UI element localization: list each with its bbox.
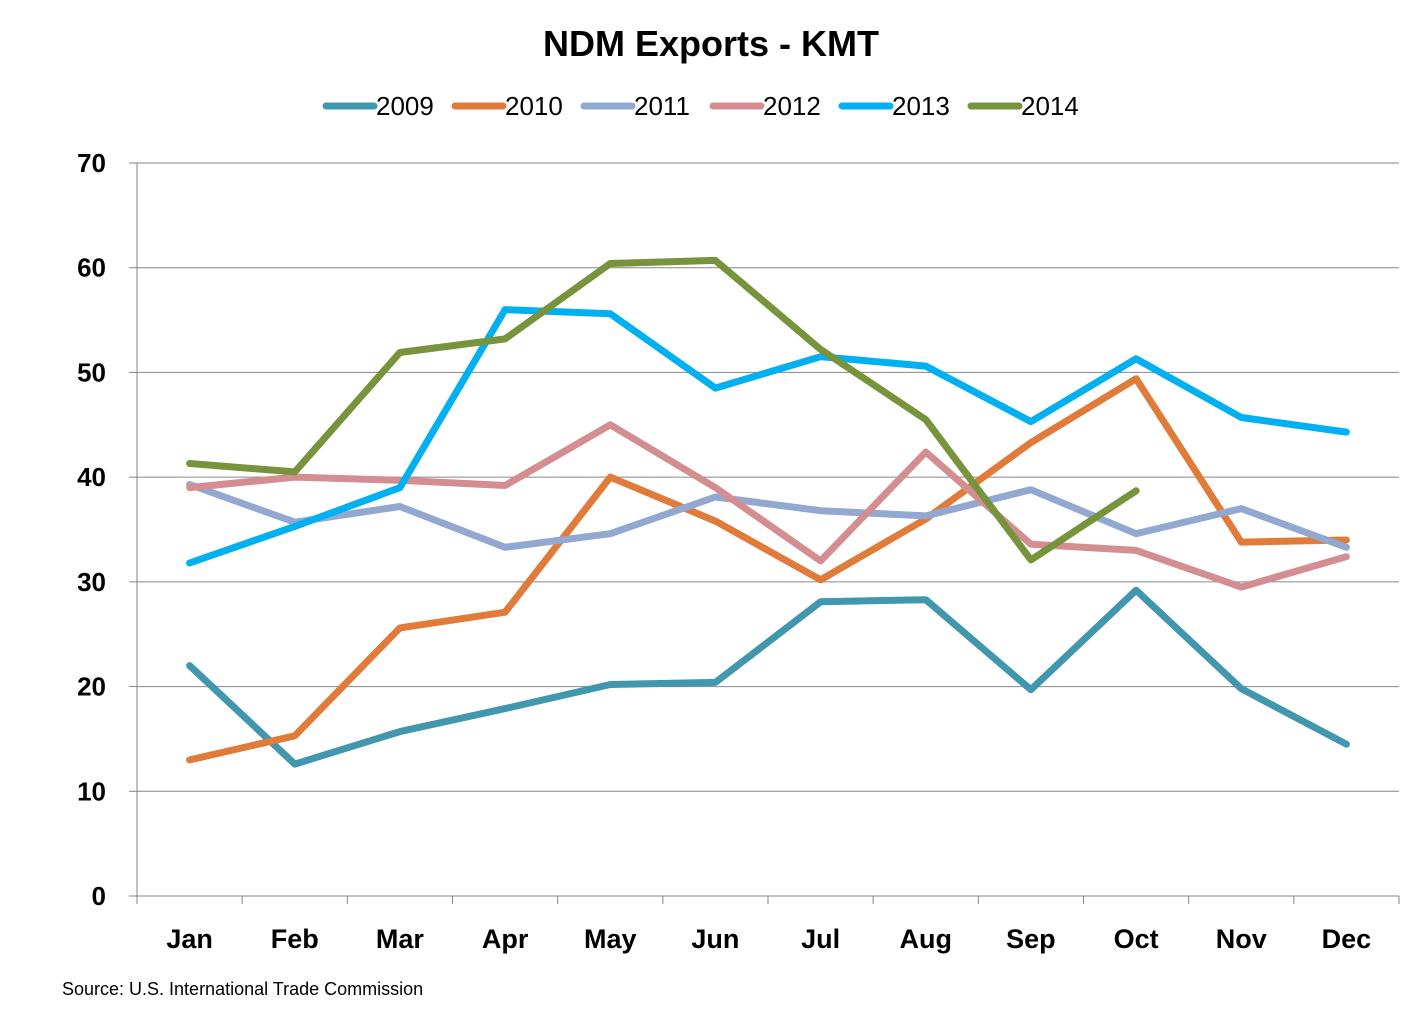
y-tick-label-30: 30: [77, 567, 106, 597]
y-tick-label-70: 70: [77, 148, 106, 178]
y-tick-label-0: 0: [92, 881, 106, 911]
x-tick-label-jan: Jan: [166, 924, 213, 954]
legend-label-2009: 2009: [376, 91, 434, 121]
legend-label-2011: 2011: [634, 91, 690, 121]
x-tick-label-may: May: [584, 924, 637, 954]
y-axis-ticks: 0 10 20 30 40 50 60 70: [77, 148, 137, 911]
x-tick-label-sep: Sep: [1006, 924, 1056, 954]
x-axis-ticks: Jan Feb Mar Apr May Jun Jul Aug Sep Oct Nov Dec: [136, 896, 1400, 954]
y-tick-label-50: 50: [77, 357, 106, 387]
x-tick-label-aug: Aug: [900, 924, 952, 954]
legend-label-2013: 2013: [892, 91, 950, 121]
series-line-2011: [186, 481, 1350, 551]
source-note: Source: U.S. International Trade Commiss…: [62, 979, 423, 999]
series-lines: [186, 256, 1350, 768]
x-tick-label-feb: Feb: [271, 924, 319, 954]
x-tick-label-dec: Dec: [1322, 924, 1372, 954]
y-tick-label-20: 20: [77, 672, 106, 702]
y-tick-label-60: 60: [77, 253, 106, 283]
axes: [136, 163, 1399, 897]
x-tick-label-mar: Mar: [376, 924, 425, 954]
x-tick-label-apr: Apr: [482, 924, 529, 954]
x-tick-label-jul: Jul: [801, 924, 840, 954]
x-tick-label-oct: Oct: [1114, 924, 1159, 954]
legend-label-2014: 2014: [1021, 91, 1079, 121]
x-tick-label-jun: Jun: [691, 924, 739, 954]
legend-label-2010: 2010: [505, 91, 563, 121]
chart-title: NDM Exports - KMT: [543, 23, 879, 64]
series-line-2014: [186, 256, 1140, 564]
series-line-2009: [186, 586, 1350, 768]
gridlines: [137, 162, 1399, 792]
x-tick-label-nov: Nov: [1216, 924, 1267, 954]
legend-label-2012: 2012: [763, 91, 821, 121]
y-tick-label-10: 10: [77, 776, 106, 806]
y-tick-label-40: 40: [77, 462, 106, 492]
series-line-2010: [186, 375, 1350, 764]
legend: 2009 2010 2011 2012 2013 2014: [322, 91, 1079, 121]
series-line-2013: [186, 306, 1350, 567]
series-line-2012: [186, 421, 1350, 591]
